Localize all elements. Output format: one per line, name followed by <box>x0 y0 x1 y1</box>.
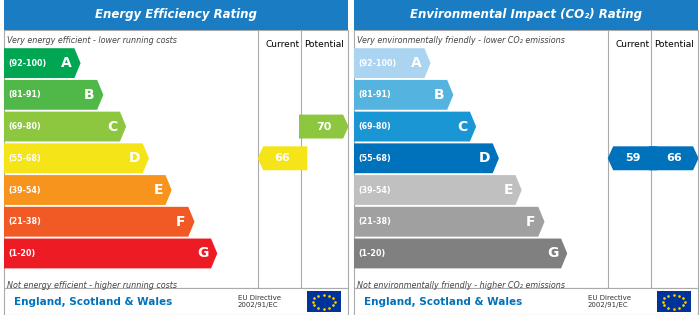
Text: England, Scotland & Wales: England, Scotland & Wales <box>14 297 172 306</box>
Polygon shape <box>354 112 476 141</box>
Polygon shape <box>354 207 545 237</box>
Text: D: D <box>129 151 140 165</box>
Polygon shape <box>4 80 104 110</box>
Text: Very energy efficient - lower running costs: Very energy efficient - lower running co… <box>7 37 177 45</box>
Text: EU Directive
2002/91/EC: EU Directive 2002/91/EC <box>238 295 281 308</box>
Text: G: G <box>197 246 209 261</box>
Bar <box>354 30 698 288</box>
Text: (39-54): (39-54) <box>8 186 41 194</box>
Polygon shape <box>354 175 522 205</box>
Text: Potential: Potential <box>304 40 344 49</box>
Polygon shape <box>4 48 80 78</box>
Text: B: B <box>434 88 444 102</box>
Text: Not environmentally friendly - higher CO₂ emissions: Not environmentally friendly - higher CO… <box>357 281 565 289</box>
Text: EU Directive
2002/91/EC: EU Directive 2002/91/EC <box>588 295 631 308</box>
Polygon shape <box>354 238 567 268</box>
Text: (81-91): (81-91) <box>8 90 41 99</box>
Polygon shape <box>4 143 149 173</box>
Polygon shape <box>4 112 126 141</box>
Text: (55-68): (55-68) <box>358 154 391 163</box>
Text: (1-20): (1-20) <box>358 249 386 258</box>
Text: Current: Current <box>615 40 650 49</box>
Text: (92-100): (92-100) <box>358 59 397 68</box>
Polygon shape <box>354 80 454 110</box>
Bar <box>307 291 341 312</box>
Text: Current: Current <box>265 40 300 49</box>
Text: Energy Efficiency Rating: Energy Efficiency Rating <box>94 9 257 21</box>
Text: (21-38): (21-38) <box>358 217 391 226</box>
Text: Potential: Potential <box>654 40 694 49</box>
Text: A: A <box>61 56 71 70</box>
Text: Environmental Impact (CO₂) Rating: Environmental Impact (CO₂) Rating <box>410 9 642 21</box>
Polygon shape <box>4 207 195 237</box>
Polygon shape <box>608 146 657 170</box>
Text: 70: 70 <box>316 122 332 132</box>
Polygon shape <box>649 146 699 170</box>
Polygon shape <box>354 143 499 173</box>
Text: (39-54): (39-54) <box>358 186 391 194</box>
Text: (69-80): (69-80) <box>8 122 41 131</box>
Text: (1-20): (1-20) <box>8 249 36 258</box>
Text: 59: 59 <box>624 153 640 163</box>
Polygon shape <box>354 48 430 78</box>
Text: England, Scotland & Wales: England, Scotland & Wales <box>364 297 522 306</box>
Bar <box>4 0 348 30</box>
Text: 66: 66 <box>666 153 682 163</box>
Text: F: F <box>176 215 186 229</box>
Text: (92-100): (92-100) <box>8 59 47 68</box>
Polygon shape <box>299 115 349 139</box>
Text: F: F <box>526 215 536 229</box>
Bar <box>4 288 348 315</box>
Text: C: C <box>107 120 117 134</box>
Bar <box>354 0 698 30</box>
Polygon shape <box>4 238 217 268</box>
Text: (21-38): (21-38) <box>8 217 41 226</box>
Bar <box>4 30 348 288</box>
Text: Very environmentally friendly - lower CO₂ emissions: Very environmentally friendly - lower CO… <box>357 37 565 45</box>
Text: (55-68): (55-68) <box>8 154 41 163</box>
Text: (81-91): (81-91) <box>358 90 391 99</box>
Bar <box>354 288 698 315</box>
Polygon shape <box>4 175 172 205</box>
Text: D: D <box>479 151 490 165</box>
Text: G: G <box>547 246 559 261</box>
Text: E: E <box>153 183 163 197</box>
Text: (69-80): (69-80) <box>358 122 391 131</box>
Text: E: E <box>503 183 513 197</box>
Text: C: C <box>457 120 467 134</box>
Bar <box>657 291 691 312</box>
Polygon shape <box>258 146 307 170</box>
Text: Not energy efficient - higher running costs: Not energy efficient - higher running co… <box>7 281 177 289</box>
Text: A: A <box>411 56 421 70</box>
Text: 66: 66 <box>274 153 290 163</box>
Text: B: B <box>84 88 95 102</box>
